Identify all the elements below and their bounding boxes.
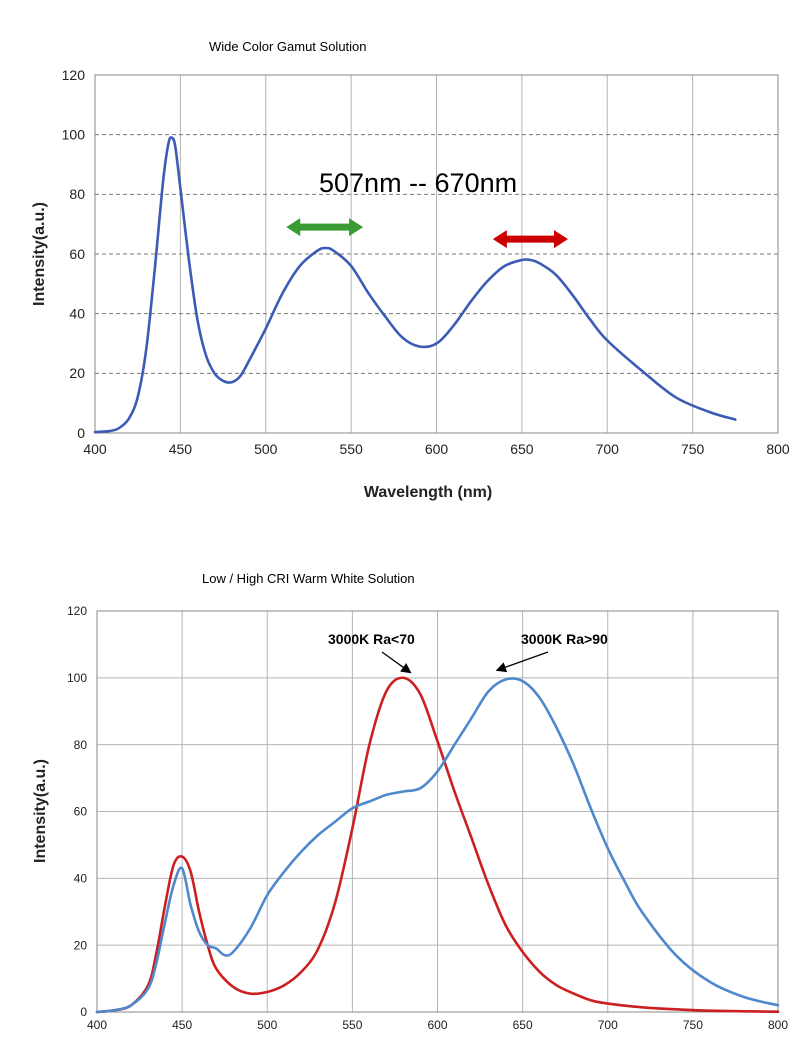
y-tick-label: 20 <box>69 365 85 381</box>
annotation-arrow <box>495 651 549 673</box>
annotation-arrow <box>381 651 412 674</box>
green-arrow <box>286 218 364 237</box>
x-tick-label: 550 <box>342 1018 362 1032</box>
y-tick-label: 120 <box>67 604 87 618</box>
chart-1-series <box>93 136 737 434</box>
chart-1-markers <box>286 218 568 249</box>
chart-1-plot-area <box>94 74 779 434</box>
x-tick-label: 600 <box>427 1018 447 1032</box>
annotation-label: 3000K Ra>90 <box>521 631 608 647</box>
y-tick-label: 20 <box>74 938 88 952</box>
x-tick-label: 800 <box>768 1018 788 1032</box>
chart-1-xtick-labels: 400 450 500 550 600 650 700 750 800 <box>83 441 790 457</box>
y-tick-label: 0 <box>80 1005 87 1019</box>
y-tick-label: 40 <box>74 872 88 886</box>
y-tick-label: 100 <box>67 671 87 685</box>
x-tick-label: 500 <box>254 441 278 457</box>
chart-2-annotations: 3000K Ra<70 3000K Ra>90 <box>328 631 608 674</box>
x-tick-label: 450 <box>169 441 193 457</box>
x-tick-label: 750 <box>681 441 705 457</box>
x-tick-label: 650 <box>513 1018 533 1032</box>
x-tick-label: 700 <box>596 441 620 457</box>
chart-2-title: Low / High CRI Warm White Solution <box>202 571 415 586</box>
y-tick-label: 80 <box>74 738 88 752</box>
x-tick-label: 650 <box>510 441 534 457</box>
series-line-1 <box>95 676 780 1014</box>
chart-2-plot-area <box>96 610 779 1013</box>
series-line-2 <box>95 677 780 1014</box>
x-tick-label: 800 <box>766 441 790 457</box>
chart-2-series <box>95 676 780 1014</box>
chart-1-xlabel: Wavelength (nm) <box>364 484 492 501</box>
y-tick-label: 60 <box>69 246 85 262</box>
chart-2-xtick-labels: 400 450 500 550 600 650 700 750 800 <box>87 1018 788 1032</box>
x-tick-label: 500 <box>257 1018 277 1032</box>
chart-2: Low / High CRI Warm White Solution 0 20 40… <box>32 571 788 1032</box>
chart-1-title: Wide Color Gamut Solution <box>209 39 367 54</box>
x-tick-label: 400 <box>87 1018 107 1032</box>
x-tick-label: 400 <box>83 441 107 457</box>
y-tick-label: 0 <box>77 425 85 441</box>
x-tick-label: 750 <box>683 1018 703 1032</box>
chart-1-ylabel: Intensity(a.u.) <box>31 202 48 306</box>
x-tick-label: 700 <box>598 1018 618 1032</box>
annotation-label: 3000K Ra<70 <box>328 631 415 647</box>
y-tick-label: 80 <box>69 186 85 202</box>
chart-2-grid <box>96 610 779 1013</box>
x-tick-label: 550 <box>339 441 363 457</box>
x-tick-label: 600 <box>425 441 449 457</box>
y-tick-label: 60 <box>74 805 88 819</box>
chart-1-annotation: 507nm -- 670nm <box>319 168 517 198</box>
series-line-1 <box>93 136 737 434</box>
chart-1-ytick-labels: 0 20 40 60 80 100 120 <box>62 67 86 441</box>
chart-2-ylabel: Intensity(a.u.) <box>32 759 49 863</box>
chart-1: Wide Color Gamut Solution 0 20 40 60 80 100 12… <box>31 39 790 501</box>
chart-1-grid <box>94 74 779 434</box>
y-tick-label: 120 <box>62 67 86 83</box>
y-tick-label: 100 <box>62 127 86 143</box>
red-arrow <box>492 230 568 249</box>
y-tick-label: 40 <box>69 306 85 322</box>
x-tick-label: 450 <box>172 1018 192 1032</box>
chart-2-ytick-labels: 0 20 40 60 80 100 120 <box>67 604 87 1019</box>
